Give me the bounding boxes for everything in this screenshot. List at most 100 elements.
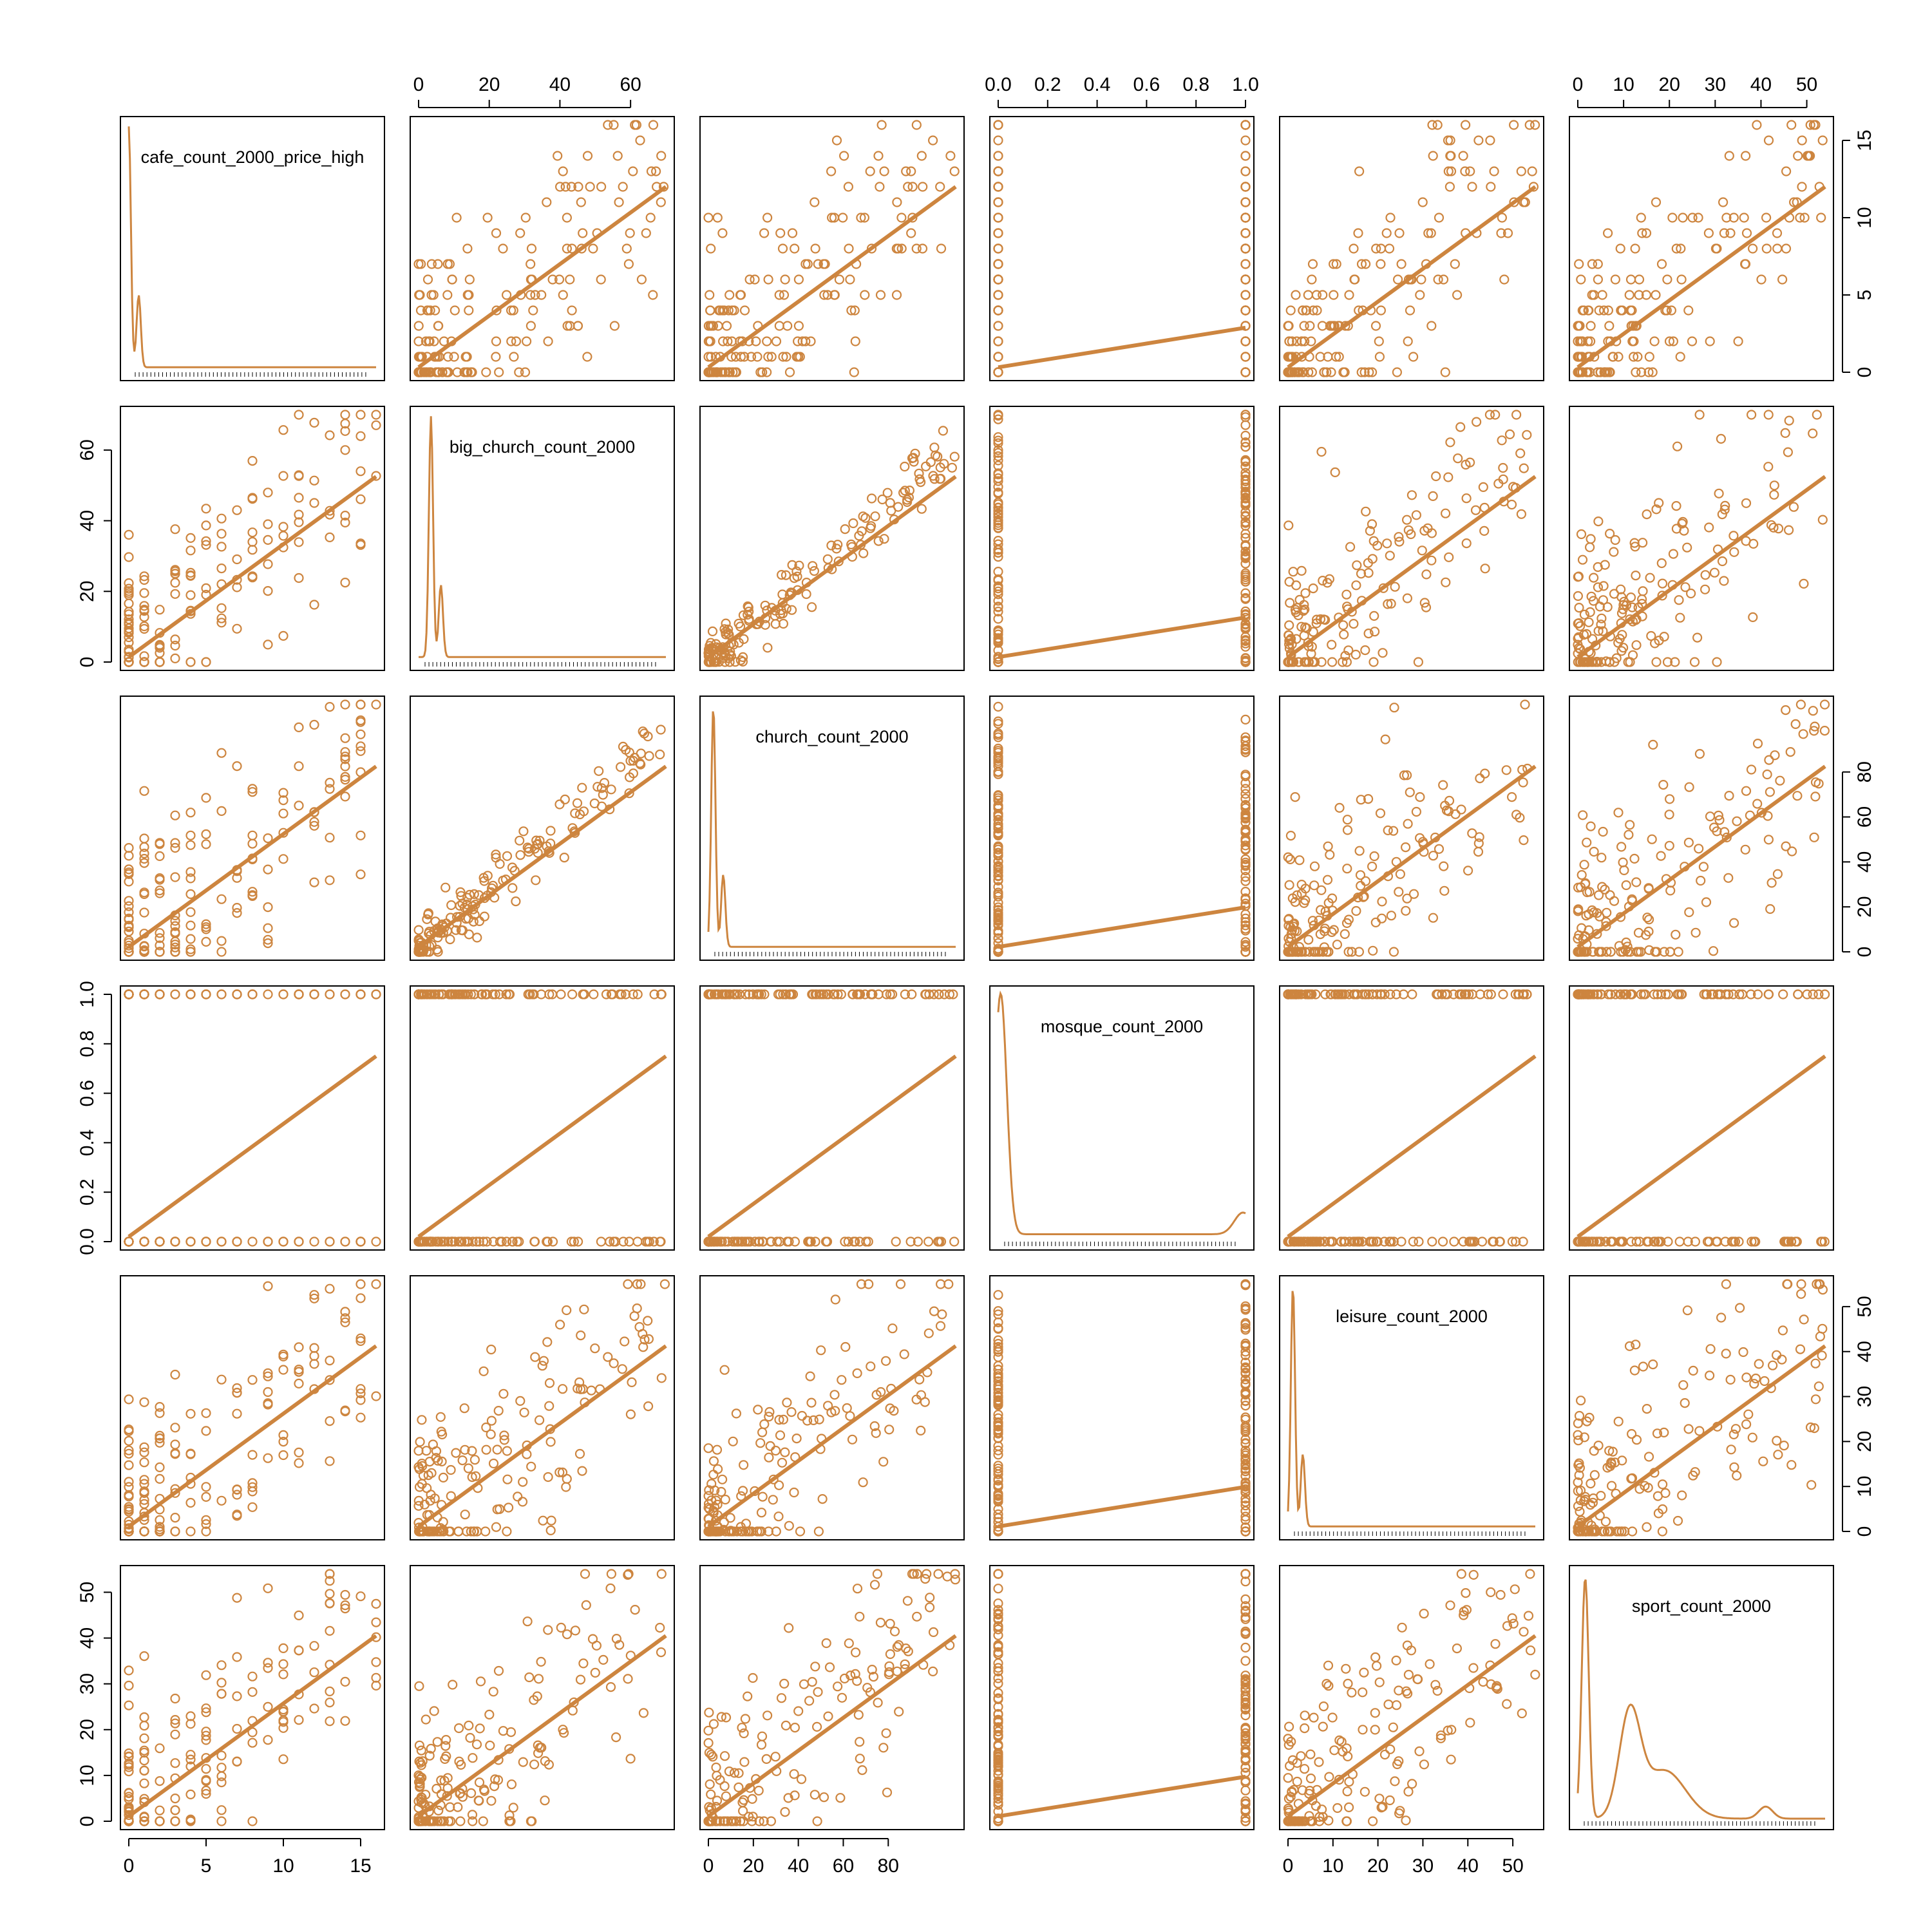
data-point bbox=[1819, 725, 1830, 736]
data-point bbox=[325, 1686, 335, 1696]
data-point bbox=[1613, 638, 1624, 648]
data-point bbox=[185, 1236, 196, 1247]
panel-frame bbox=[410, 406, 675, 671]
data-point bbox=[993, 898, 1003, 908]
fit-line bbox=[128, 1634, 377, 1818]
data-point bbox=[1309, 861, 1320, 871]
data-point bbox=[1718, 197, 1728, 207]
data-point bbox=[340, 445, 350, 455]
data-point bbox=[216, 542, 227, 552]
data-point bbox=[1651, 504, 1662, 515]
data-point bbox=[139, 842, 149, 852]
data-point bbox=[1464, 989, 1474, 999]
data-point bbox=[1734, 1236, 1744, 1247]
data-point bbox=[1699, 989, 1709, 999]
data-point bbox=[1296, 336, 1307, 346]
data-point bbox=[232, 1756, 242, 1766]
data-point bbox=[1240, 442, 1251, 452]
data-point bbox=[1520, 699, 1530, 710]
data-point bbox=[1240, 778, 1251, 788]
data-point bbox=[562, 1629, 573, 1640]
data-point bbox=[463, 989, 473, 999]
data-point bbox=[263, 1453, 273, 1463]
data-point bbox=[566, 182, 577, 192]
data-point bbox=[1350, 649, 1361, 660]
data-point bbox=[993, 925, 1003, 936]
data-point bbox=[1240, 529, 1251, 539]
data-point bbox=[1810, 1394, 1821, 1405]
data-point bbox=[1240, 437, 1251, 448]
data-point bbox=[453, 1802, 463, 1812]
data-point bbox=[1593, 274, 1603, 285]
data-point bbox=[656, 724, 666, 735]
data-point bbox=[1605, 890, 1615, 900]
data-point bbox=[450, 989, 461, 999]
data-point bbox=[139, 651, 149, 661]
data-point bbox=[570, 828, 580, 838]
data-point bbox=[621, 744, 631, 755]
data-point bbox=[1627, 1429, 1637, 1439]
data-point bbox=[1240, 1445, 1251, 1455]
data-point bbox=[294, 517, 304, 527]
data-point bbox=[495, 1236, 506, 1247]
data-point bbox=[1625, 305, 1636, 316]
panel-content bbox=[1573, 699, 1830, 957]
data-point bbox=[440, 1754, 450, 1764]
data-point bbox=[1792, 791, 1803, 801]
data-point bbox=[1307, 274, 1317, 285]
data-point bbox=[1522, 430, 1532, 440]
data-point bbox=[185, 1789, 196, 1799]
data-point bbox=[638, 1708, 649, 1718]
fit-line bbox=[998, 1484, 1246, 1529]
data-point bbox=[1764, 755, 1774, 765]
data-point bbox=[935, 1279, 946, 1289]
data-point bbox=[845, 274, 855, 285]
data-point bbox=[893, 502, 904, 512]
data-point bbox=[1240, 771, 1251, 782]
data-point bbox=[1340, 989, 1350, 999]
panel-frame bbox=[1279, 696, 1544, 961]
data-point bbox=[472, 933, 482, 943]
data-point bbox=[1385, 551, 1395, 561]
data-point bbox=[993, 574, 1003, 585]
data-point bbox=[1616, 1526, 1627, 1537]
data-point bbox=[993, 1450, 1003, 1460]
data-point bbox=[1674, 595, 1684, 605]
data-point bbox=[1716, 433, 1726, 444]
data-point bbox=[1283, 520, 1294, 531]
data-point bbox=[907, 989, 917, 999]
data-point bbox=[927, 135, 938, 146]
data-point bbox=[1343, 947, 1354, 957]
panel-frame bbox=[699, 696, 965, 961]
data-point bbox=[706, 1236, 716, 1247]
data-point bbox=[294, 800, 304, 811]
data-point bbox=[1616, 646, 1627, 656]
data-point bbox=[706, 243, 716, 254]
data-point bbox=[885, 989, 895, 999]
data-point bbox=[773, 989, 784, 999]
data-point bbox=[623, 1674, 633, 1684]
data-point bbox=[201, 504, 211, 514]
panel-frame bbox=[410, 116, 675, 381]
data-point bbox=[554, 799, 565, 810]
panel-1-4 bbox=[1279, 406, 1544, 671]
data-point bbox=[764, 1452, 774, 1463]
data-point bbox=[879, 166, 889, 176]
data-point bbox=[1589, 1470, 1600, 1480]
data-point bbox=[1658, 779, 1669, 790]
data-point bbox=[485, 1740, 495, 1750]
data-point bbox=[201, 1482, 211, 1492]
data-point bbox=[1240, 1303, 1251, 1314]
data-point bbox=[567, 305, 577, 316]
data-point bbox=[1626, 1236, 1636, 1247]
data-point bbox=[1377, 896, 1387, 907]
panel-frame bbox=[1569, 985, 1834, 1251]
data-point bbox=[993, 1376, 1003, 1387]
data-point bbox=[124, 632, 134, 643]
data-point bbox=[1749, 1379, 1759, 1389]
data-point bbox=[536, 290, 547, 300]
data-point bbox=[455, 1816, 466, 1826]
data-point bbox=[1769, 480, 1779, 491]
data-point bbox=[1597, 290, 1607, 300]
density-curve bbox=[997, 990, 1246, 1235]
